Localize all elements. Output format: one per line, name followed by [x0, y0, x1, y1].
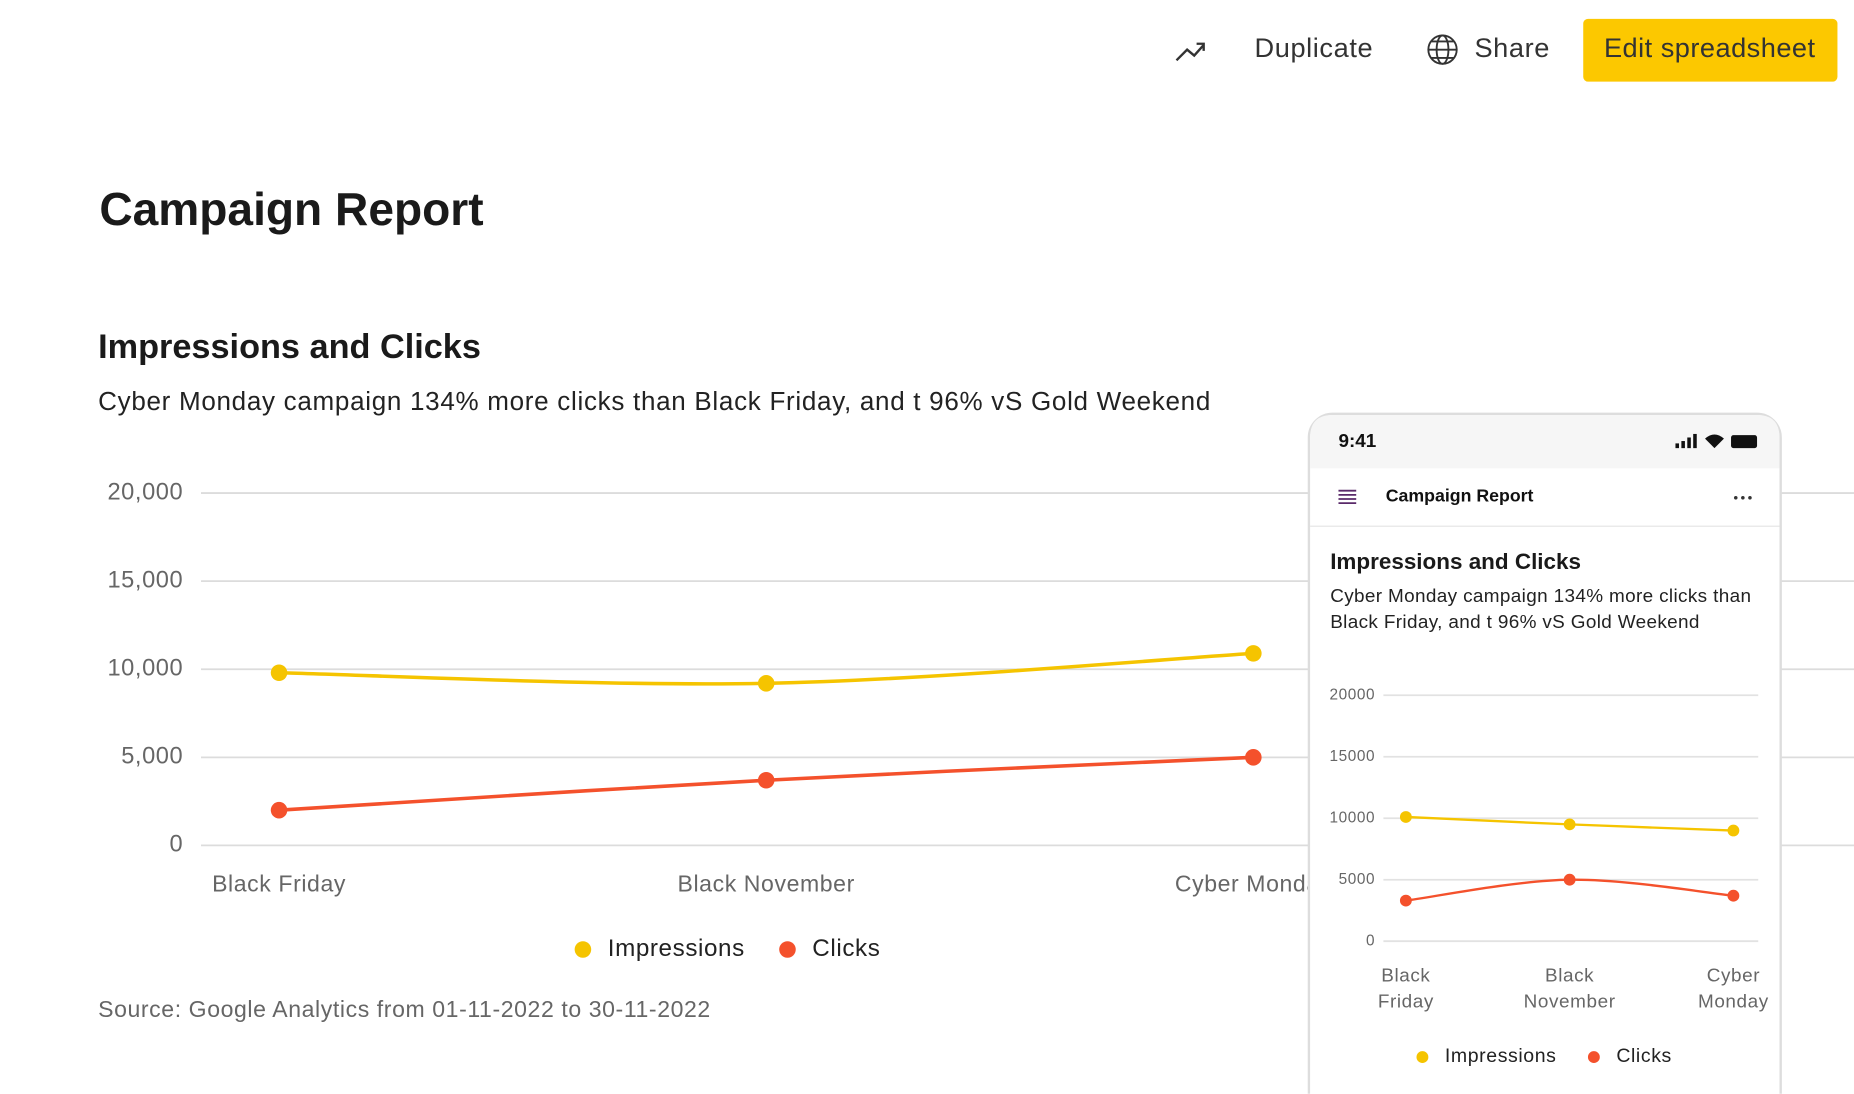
more-button[interactable] [1733, 496, 1752, 500]
duplicate-button[interactable]: Duplicate [1255, 32, 1374, 63]
chart-title: Impressions and Clicks [98, 328, 481, 366]
x-tick-label: Cyber Monday [1175, 871, 1332, 897]
legend-swatch [779, 941, 796, 958]
phone-header: Campaign Report [1386, 485, 1534, 505]
signal-bar [1687, 437, 1691, 449]
phone-frame [1307, 412, 1782, 1094]
trend-icon [1175, 44, 1205, 62]
data-point [1245, 645, 1262, 662]
status-time: 9:41 [1338, 431, 1376, 452]
legend-label: Clicks [812, 935, 880, 962]
phone-chart: 0 5000 10000 15000 20000 Black Friday Black Nove… [1329, 686, 1768, 1067]
legend-label: Clicks [1616, 1045, 1672, 1067]
data-point [757, 675, 775, 692]
y-tick-label: 20000 [1329, 686, 1375, 703]
page-title: Campaign Report [99, 183, 483, 235]
y-tick-label: 20,000 [107, 479, 183, 505]
y-tick-label: 15000 [1329, 748, 1375, 765]
y-tick-label: 0 [1366, 932, 1375, 949]
edit-button[interactable]: Edit spreadsheet [1604, 32, 1816, 63]
x-tick-label: Black November [1524, 966, 1616, 1013]
legend-swatch [574, 941, 592, 958]
signal-bar [1681, 441, 1685, 449]
menu-icon[interactable] [1338, 489, 1357, 504]
data-point [270, 801, 288, 819]
phone-chart-subtitle: Cyber Monday campaign 134% more clicks t… [1330, 586, 1752, 633]
phone-subtitle-box: Cyber Monday campaign 134% more clicks t… [1330, 586, 1752, 633]
x-tick-label: Black Friday [1378, 966, 1434, 1013]
wifi-icon [1705, 434, 1724, 449]
data-point [1563, 818, 1576, 831]
x-tick-label: Black November [678, 871, 855, 897]
signal-bar [1675, 443, 1680, 449]
main-chart: 0 5,000 10,000 15,000 20,000 Black Friday Blac… [107, 479, 1854, 962]
data-point [270, 664, 288, 682]
y-tick-label: 0 [170, 832, 184, 858]
battery-icon [1731, 435, 1758, 449]
x-tick-label: Black Friday [212, 871, 346, 897]
data-point [1399, 894, 1412, 907]
legend-swatch [1416, 1051, 1429, 1063]
phone-chart-title: Impressions and Clicks [1330, 549, 1581, 574]
chart-source: Source: Google Analytics from 01-11-2022… [98, 996, 711, 1022]
chart-subtitle: Cyber Monday campaign 134% more clicks t… [98, 386, 1211, 416]
data-point [1563, 873, 1576, 886]
data-point [1399, 811, 1412, 823]
share-button[interactable]: Share [1474, 32, 1550, 63]
legend-label: Impressions [1445, 1045, 1557, 1067]
status-icons [1675, 433, 1758, 449]
phone: 9:41 Campaign Report Impressions and Cli… [1307, 412, 1782, 1094]
dot [1733, 496, 1738, 500]
data-point [1727, 889, 1740, 902]
signal-bar [1693, 433, 1697, 449]
data-point [1727, 824, 1740, 837]
edit-button-bg[interactable] [1583, 18, 1838, 82]
y-tick-label: 5,000 [121, 744, 183, 770]
y-tick-label: 10,000 [107, 655, 183, 681]
dot [1748, 496, 1752, 500]
y-tick-label: 5000 [1339, 871, 1376, 888]
trend-button[interactable] [1175, 42, 1205, 62]
legend-label: Impressions [608, 935, 745, 962]
status-bar [1310, 415, 1780, 469]
y-tick-label: 10000 [1329, 809, 1375, 826]
x-tick-label: Cyber Monday [1698, 966, 1769, 1013]
data-point [1245, 749, 1262, 766]
y-tick-label: 15,000 [107, 567, 183, 593]
dot [1741, 496, 1745, 500]
legend-swatch [1587, 1051, 1600, 1063]
globe-icon [1427, 34, 1458, 65]
data-point [757, 771, 775, 789]
trend-icon-arrow [1196, 42, 1205, 51]
